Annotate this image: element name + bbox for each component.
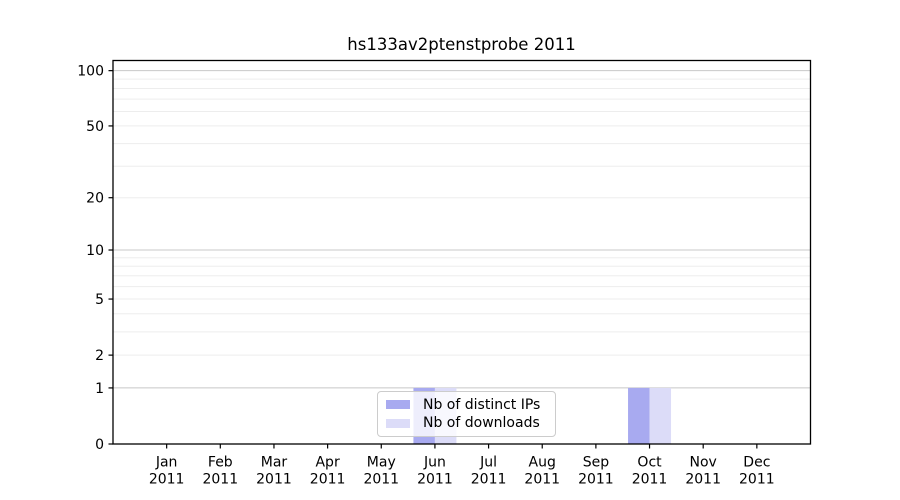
x-tick-label-month: May	[367, 455, 396, 471]
major-gridlines	[113, 70, 811, 389]
x-tick-label-month: Jun	[423, 455, 446, 471]
x-tick-label-month: Mar	[261, 455, 288, 471]
y-tick-label: 0	[95, 437, 104, 453]
y-tick-label: 100	[77, 64, 104, 80]
x-tick-label-year: 2011	[417, 472, 453, 488]
x-tick-label-year: 2011	[202, 472, 238, 488]
legend-item-downloads: Nb of downloads	[386, 415, 547, 431]
legend-item-distinct-ips: Nb of distinct IPs	[386, 397, 547, 413]
minor-gridlines	[113, 78, 811, 356]
legend-label-distinct-ips: Nb of distinct IPs	[423, 396, 541, 413]
plot-border	[112, 59, 812, 445]
legend-swatch-distinct-ips	[386, 400, 410, 410]
x-tick-label-year: 2011	[524, 472, 560, 488]
x-tick-label-year: 2011	[310, 472, 346, 488]
x-tick-label-month: Aug	[529, 455, 556, 471]
y-tick-label: 2	[95, 348, 104, 364]
y-tick-label: 50	[86, 119, 104, 135]
x-tick-label-year: 2011	[363, 472, 399, 488]
x-tick-label-month: Oct	[637, 455, 662, 471]
x-tick-label-month: Dec	[743, 455, 770, 471]
bar-downloads	[649, 387, 672, 444]
x-tick-label-year: 2011	[471, 472, 507, 488]
x-tick-label-year: 2011	[632, 472, 668, 488]
x-tick-label-year: 2011	[578, 472, 614, 488]
x-tick-label-month: Jan	[155, 455, 178, 471]
x-tick-label-year: 2011	[685, 472, 721, 488]
x-tick-label-month: Nov	[690, 455, 717, 471]
y-tick-label: 1	[95, 381, 104, 397]
chart-legend: Nb of distinct IPs Nb of downloads	[377, 391, 556, 437]
bar-distinct-ips	[628, 387, 650, 444]
x-tick-label-year: 2011	[739, 472, 775, 488]
x-tick-label-month: Apr	[315, 455, 339, 471]
x-tick-label-year: 2011	[149, 472, 185, 488]
x-tick-label-month: Feb	[208, 455, 233, 471]
legend-label-downloads: Nb of downloads	[423, 415, 540, 432]
y-tick-label: 20	[86, 191, 104, 207]
x-tick-label-month: Sep	[583, 455, 610, 471]
y-tick-label: 10	[86, 243, 104, 259]
chart-title: hs133av2ptenstprobe 2011	[347, 35, 575, 54]
y-tick-label: 5	[95, 292, 104, 308]
x-tick-label-month: Jul	[479, 455, 497, 471]
x-tick-label-year: 2011	[256, 472, 292, 488]
axis-ticks	[108, 70, 758, 449]
legend-swatch-downloads	[386, 418, 410, 428]
axis-tick-labels: 0125102050100Jan2011Feb2011Mar2011Apr201…	[77, 64, 774, 488]
